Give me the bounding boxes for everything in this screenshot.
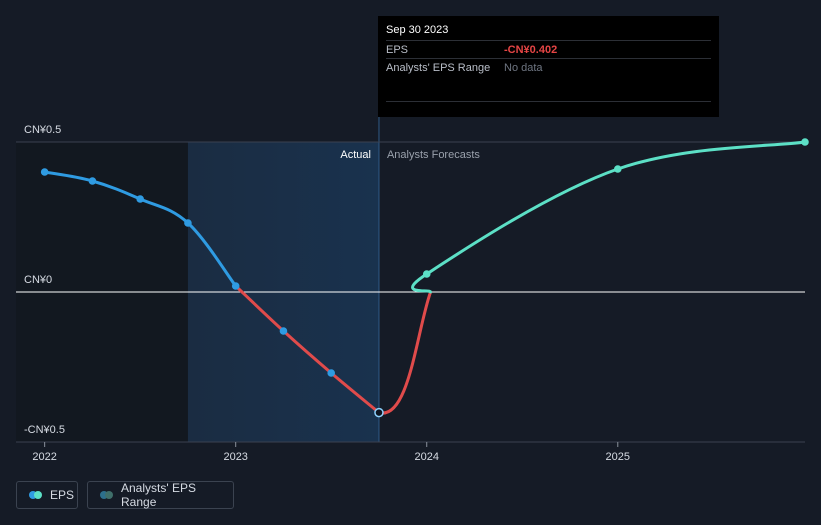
eps-range-legend-swatch (100, 491, 113, 499)
eps-point[interactable] (231, 282, 240, 290)
tooltip-date: Sep 30 2023 (386, 24, 449, 36)
tooltip-row-eps: EPS -CN¥0.402 (386, 40, 711, 58)
tooltip-eps-value: -CN¥0.402 (504, 43, 558, 56)
eps-forecast-point[interactable] (801, 138, 809, 146)
eps-point[interactable] (40, 168, 49, 176)
eps-forecast-negative-line (377, 290, 433, 415)
eps-point-selected[interactable] (374, 407, 384, 418)
eps-point[interactable] (184, 219, 192, 227)
tooltip-range-value: No data (504, 61, 543, 74)
eps-swatch-forecast (34, 491, 42, 499)
range-swatch-actual (100, 491, 108, 499)
range-swatch-forecast (105, 491, 113, 499)
x-tick-label-2: 2024 (414, 451, 438, 463)
tooltip-range-label: Analysts' EPS Range (386, 61, 491, 74)
eps-forecast-point[interactable] (613, 165, 622, 173)
y-tick-label-1: CN¥0 (24, 274, 52, 286)
y-tick-label-0: CN¥0.5 (24, 124, 61, 136)
y-tick-label-2: -CN¥0.5 (24, 424, 65, 436)
forecast-section-label: Analysts Forecasts (387, 149, 480, 161)
tooltip: Sep 30 2023 EPS -CN¥0.402 Analysts' EPS … (378, 16, 719, 117)
eps-point[interactable] (136, 195, 144, 203)
eps-actual-negative-line (234, 284, 381, 415)
legend-eps-range[interactable]: Analysts' EPS Range (87, 481, 234, 509)
eps-point[interactable] (88, 177, 97, 185)
tooltip-divider (386, 101, 711, 102)
x-tick-label-1: 2023 (223, 451, 247, 463)
legend-eps-range-label: Analysts' EPS Range (121, 481, 196, 509)
x-tick-label-3: 2025 (606, 451, 630, 463)
tooltip-eps-label: EPS (386, 43, 409, 56)
legend-eps[interactable]: EPS (16, 481, 78, 509)
x-tick-label-0: 2022 (32, 451, 56, 463)
eps-point[interactable] (279, 327, 288, 335)
eps-point[interactable] (327, 369, 336, 377)
tooltip-row-range: Analysts' EPS Range No data (386, 58, 711, 76)
eps-forecast-point[interactable] (422, 270, 431, 278)
eps-swatch-actual (29, 491, 37, 499)
eps-forecast-positive-line (411, 140, 807, 294)
legend-eps-label: EPS (50, 488, 75, 502)
eps-legend-swatch (29, 491, 42, 499)
actual-section-label: Actual (340, 149, 371, 161)
